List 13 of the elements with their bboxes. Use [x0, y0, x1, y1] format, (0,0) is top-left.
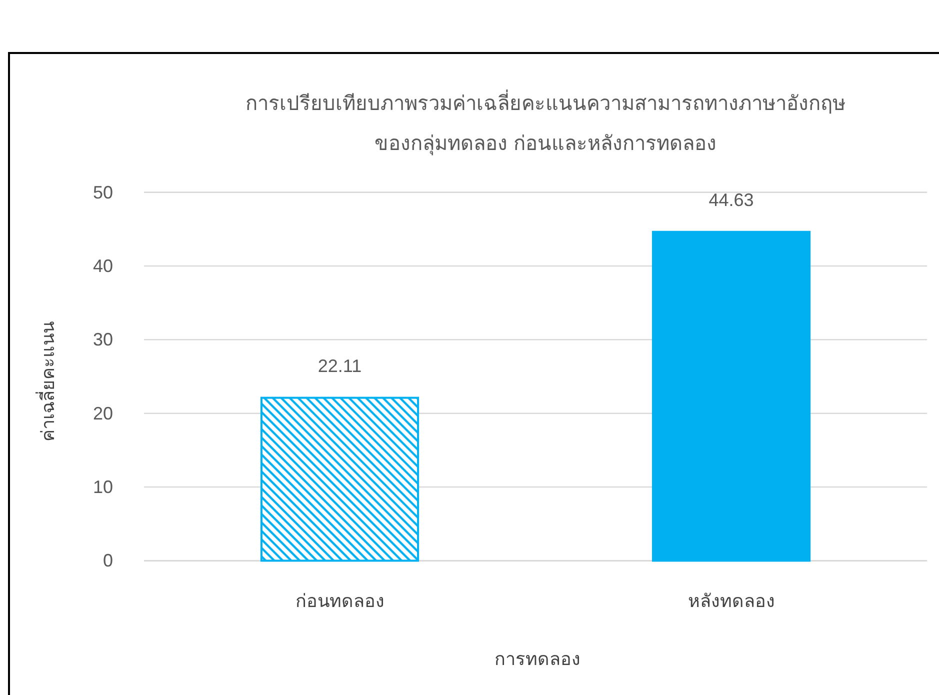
x-tick-label: หลังทดลอง — [688, 591, 775, 611]
x-axis-title: การทดลอง — [494, 649, 580, 669]
x-tick-label: ก่อนทดลอง — [295, 591, 384, 611]
data-label: 44.63 — [708, 190, 754, 210]
y-tick-label: 50 — [92, 182, 113, 202]
y-tick-label: 30 — [92, 330, 113, 350]
y-tick-label: 10 — [92, 477, 113, 498]
y-tick-label: 40 — [92, 256, 113, 276]
y-axis-title: ค่าเฉลี่ยคะแนน — [35, 322, 58, 442]
y-tick-label: 0 — [102, 550, 113, 571]
chart-title: การเปรียบเทียบภาพรวมค่าเฉลี่ยคะแนนความสามารถทางภาษาอังกฤษ ของกลุ่มทดลอง ก่อนและหลังการทดลอง — [246, 89, 846, 156]
data-label: 22.11 — [318, 356, 362, 376]
y-tick-label: 20 — [92, 403, 113, 424]
